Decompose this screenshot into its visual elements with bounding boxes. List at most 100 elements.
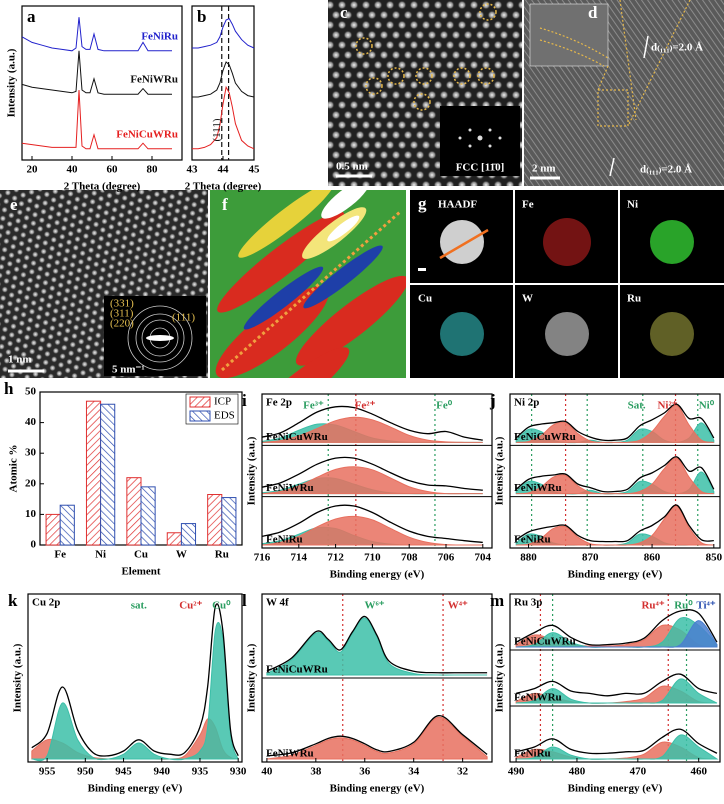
tile-label: Ni [627,199,638,211]
y-axis-title: Intensity (a.u.) [6,48,18,117]
x-tick-label: 460 [690,766,707,778]
x-tick-label: 36 [359,766,371,778]
sample-label: FeNiWRu [514,692,562,704]
spacing-mark [609,157,615,177]
guide-lines [539,0,691,127]
annotation: Ni²⁺ [657,400,677,412]
panel-letter: m [490,591,504,610]
annotation: Ni⁰ [699,400,715,412]
series-line [21,17,172,52]
fit-envelope [515,609,718,646]
fft-inset [440,106,520,176]
panel-letter: k [8,591,18,610]
fit-envelope [515,728,718,755]
plot-frame [191,5,255,161]
x-tick-label: 20 [27,164,39,176]
x-axis-title: Binding energy (eV) [330,569,425,581]
x-axis-title: 2 Theta (degree) [185,181,262,193]
sample-label: FeNiRu [266,534,303,546]
annotation: Fe²⁺ [355,400,376,412]
ni-map [650,220,694,264]
x-tick-label: 950 [77,766,94,778]
fe-map [543,218,591,266]
legend-swatch [189,396,211,408]
x-axis-title: Binding energy (eV) [568,783,663,795]
tile-label: Cu [418,293,432,305]
legend-label: EDS [214,410,235,422]
bar [207,494,223,546]
chart: 0 10 20 30 40 50 ICP EDS Fe Ni Cu W Ru Element Atomic … [4,379,243,578]
fit-envelope [515,403,715,442]
y-tick-label: 10 [25,508,37,520]
legend-label: FeNiRu [141,30,178,42]
scale-bar-label: 2 nm [532,163,556,175]
x-tick-label: 706 [438,552,455,564]
panel-letter: f [222,195,228,214]
x-tick-label: 80 [147,164,159,176]
line-scan [439,228,489,260]
sample-label: FeNiRu [514,534,551,546]
component-area [266,617,488,676]
fit-envelope [261,456,483,491]
y-tick-label: 40 [25,416,37,428]
fit-envelope [266,615,488,674]
x-tick-label: 860 [644,552,661,564]
fit-envelope [515,504,714,543]
bar [221,497,237,546]
chart-title: Ru 3p [514,597,542,609]
ru-map [650,312,694,356]
x-tick-label: 714 [291,552,308,564]
inset-scale-label: 5 nm⁻¹ [112,364,145,376]
scale-bar-label: 0.5 nm [336,161,368,173]
panel-letter: c [340,3,348,22]
series-line [192,61,255,98]
x-tick-label: 44 [218,164,230,176]
x-tick-label: 708 [401,552,418,564]
bar [100,403,116,546]
sample-label: FeNiCuWRu [514,636,576,648]
tile-label: HAADF [438,199,477,211]
series-line [21,89,172,150]
annotation: Cu²⁺ [179,600,202,612]
x-tick-label: 710 [364,552,381,564]
chart: FeNiCuWRu FeNiWRu FeNiRu Sat. Ni²⁺ Ni⁰ Ni 2p 88… [489,391,723,581]
x-axis-title: Binding energy (eV) [88,783,183,795]
x-tick-label: 38 [310,766,322,778]
bar [45,513,61,546]
chart: FeNiCuWRu FeNiWRu FeNiRu Ru⁴⁺ Ru⁰ Ti⁴⁺ Ru 3p 49… [490,591,721,795]
x-tick-label: 940 [154,766,171,778]
x-tick-label: 712 [327,552,344,564]
component-area [516,620,718,648]
bar [180,523,197,546]
x-tick-label: 60 [107,164,119,176]
x-tick-label: Ni [95,549,106,561]
chart: FeNiCuWRu FeNiWRu W⁶⁺ W⁴⁺ W 4f 40 38 36 34 32 Bind… [242,591,493,795]
component-area [516,678,718,704]
component-area [261,466,483,495]
series-line [192,17,255,49]
series-line [192,85,255,150]
panel-letter: b [197,7,206,26]
chart: FeNiCuWRu FeNiWRu FeNiRu Fe³⁺ Fe²⁺ Fe⁰ Fe 2p 71… [242,391,493,581]
x-tick-label: 45 [249,164,261,176]
tile-label: Fe [522,199,534,211]
sample-label: FeNiCuWRu [266,431,328,443]
x-tick-label: 935 [192,766,209,778]
x-tick-label: 930 [230,766,247,778]
annotation: W⁶⁺ [364,600,384,612]
x-tick-label: 40 [261,766,273,778]
chart: (111) 43 44 45 2 Theta (degree) b [185,5,262,193]
bar [140,486,156,546]
x-tick-label: 704 [475,552,492,564]
x-tick-label: 955 [39,766,56,778]
x-tick-label: 490 [508,766,525,778]
component-area [266,716,488,760]
sample-label: FeNiWRu [266,748,314,760]
y-axis-title: Intensity (a.u.) [494,436,506,505]
y-axis-title: Intensity (a.u.) [494,643,506,712]
x-axis-title: Element [121,566,160,578]
ring-label: (220) [110,318,134,330]
x-tick-label: 43 [187,164,199,176]
ring-label: (111) [172,312,195,324]
spacing-label: d₍₁₁₁₎=2.0 Å [651,42,703,54]
